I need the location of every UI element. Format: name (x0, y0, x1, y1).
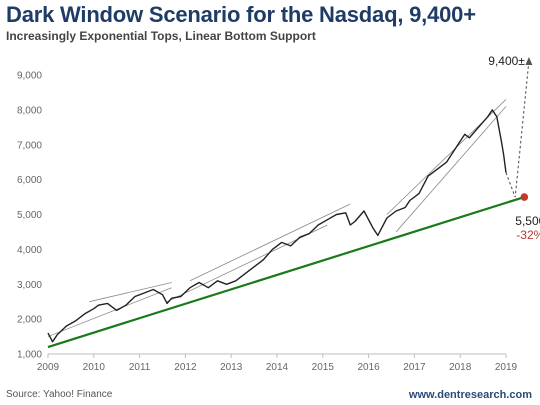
y-tick-label: 4,000 (17, 245, 42, 256)
channel-line (89, 282, 172, 303)
x-tick-label: 2014 (266, 362, 289, 373)
y-tick-label: 7,000 (17, 140, 42, 151)
source-note: Source: Yahoo! Finance (6, 389, 113, 400)
x-tick-label: 2013 (220, 362, 243, 373)
decline-percent-label: -32% (516, 228, 540, 242)
x-tick-label: 2011 (129, 362, 151, 373)
target-low-label: 5,500 (515, 214, 540, 228)
y-tick-label: 5,000 (17, 210, 42, 221)
y-tick-label: 9,000 (17, 71, 42, 82)
projection-arrow-head (525, 57, 533, 66)
x-tick-label: 2009 (37, 362, 60, 373)
support-line (47, 196, 525, 349)
x-tick-label: 2010 (83, 362, 106, 373)
target-high-label: 9,400± (488, 54, 525, 68)
y-tick-label: 6,000 (17, 175, 42, 186)
channel-line (166, 224, 328, 303)
projection-line (505, 61, 530, 198)
channel-line (189, 203, 351, 282)
target-marker (520, 193, 529, 201)
y-tick-label: 8,000 (17, 105, 42, 116)
x-tick-label: 2015 (312, 362, 335, 373)
chart-title: Dark Window Scenario for the Nasdaq, 9,4… (6, 2, 476, 27)
price-series-line (47, 109, 507, 343)
channel-line (47, 287, 172, 337)
x-tick-label: 2017 (403, 362, 426, 373)
channel-line (395, 106, 507, 233)
y-tick-label: 1,000 (17, 350, 42, 361)
chart-subtitle: Increasingly Exponential Tops, Linear Bo… (6, 29, 316, 43)
y-tick-label: 3,000 (17, 280, 42, 291)
x-tick-label: 2012 (174, 362, 197, 373)
x-tick-label: 2018 (449, 362, 472, 373)
website-link[interactable]: www.dentresearch.com (408, 389, 532, 401)
y-tick-label: 2,000 (17, 315, 42, 326)
x-tick-label: 2019 (495, 362, 518, 373)
x-tick-label: 2016 (357, 362, 380, 373)
